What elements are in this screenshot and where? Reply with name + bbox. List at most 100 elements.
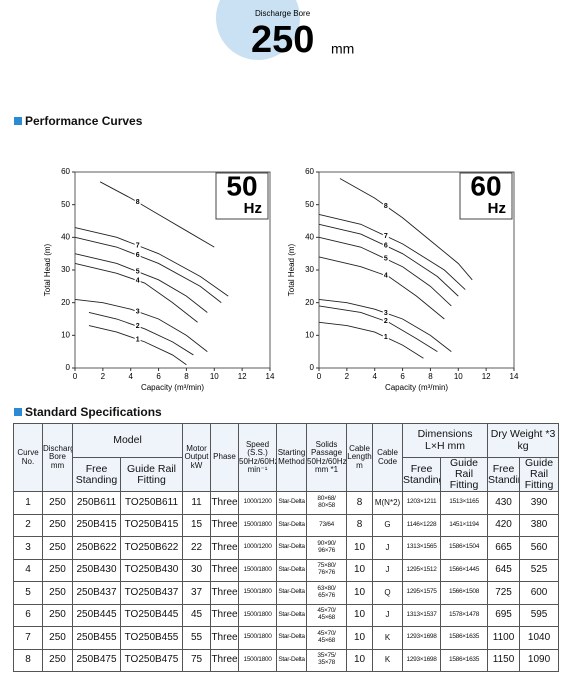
spec-cell: 645	[487, 558, 521, 583]
column-header: Model	[71, 423, 184, 458]
spec-cell: 250B475	[72, 648, 121, 673]
spec-cell: 420	[487, 513, 521, 538]
y-tick-label: 50	[305, 200, 314, 209]
spec-cell: TO250B611	[119, 491, 184, 515]
curve-label: 2	[136, 323, 140, 330]
spec-cell: J	[372, 603, 404, 628]
spec-cell: 15	[182, 513, 212, 538]
spec-row: 5 250 250B437 TO250B437 37 Three 1500/1800 Star…	[13, 581, 560, 605]
spec-cell: 5	[13, 581, 43, 605]
curve-label: 3	[384, 310, 388, 317]
header-unit: mm	[331, 41, 354, 57]
spec-cell: 10	[346, 648, 374, 673]
x-tick-label: 0	[317, 372, 322, 381]
badge-value: 50	[226, 170, 257, 201]
spec-cell: Three	[210, 536, 240, 560]
spec-cell: 2	[13, 513, 43, 538]
curve-label-bg	[382, 254, 389, 263]
spec-cell: 1586×1504	[440, 536, 489, 560]
x-tick-label: 2	[101, 372, 106, 381]
y-axis-label: Total Head (m)	[43, 243, 52, 296]
header-value: 250	[251, 19, 314, 61]
x-tick-label: 6	[400, 372, 405, 381]
spec-row: 8 250 250B475 TO250B475 75 Three 1500/1800 Star…	[13, 648, 560, 673]
spec-row: 3 250 250B622 TO250B622 22 Three 1000/1200 Star…	[13, 536, 560, 560]
curve	[318, 298, 452, 353]
spec-cell: 250	[42, 603, 73, 628]
spec-cell: 250	[42, 626, 73, 650]
top-section: Discharge Bore 250 mm 0 2 4 6 8 10 12 140102030…	[43, 0, 519, 392]
spec-cell: Three	[210, 626, 240, 650]
spec-cell: 1295×1575	[402, 581, 442, 605]
spec-cell: 1000/1200	[238, 536, 278, 560]
column-header: Motor Output kW	[182, 422, 212, 493]
curve-label: 4	[136, 277, 140, 284]
spec-cell: Three	[210, 513, 240, 538]
column-header: Dimensions L×H mm	[402, 423, 489, 458]
spec-cell: Star-Delta	[276, 626, 308, 650]
column-header: Cable Code	[372, 422, 404, 493]
curve	[99, 181, 215, 248]
curve-label: 3	[136, 308, 140, 315]
spec-cell: 250B445	[72, 603, 121, 628]
y-tick-label: 20	[61, 298, 70, 307]
spec-cell: Star-Delta	[276, 603, 308, 628]
spec-cell: 37	[182, 581, 212, 605]
x-axis-label: Capacity (m³/min)	[141, 383, 204, 392]
curve-label: 2	[384, 318, 388, 325]
spec-cell: J	[372, 558, 404, 583]
spec-cell: 8	[13, 648, 43, 673]
curve-label: 1	[136, 336, 140, 343]
spec-cell: 3	[13, 536, 43, 560]
spec-cell: 695	[487, 603, 521, 628]
badge	[459, 172, 513, 220]
spec-cell: 595	[519, 603, 560, 628]
column-header: Cable Length m	[346, 422, 374, 493]
spec-cell: 1146×1228	[402, 513, 442, 538]
x-tick-label: 8	[184, 372, 189, 381]
spec-cell: 10	[346, 603, 374, 628]
y-tick-label: 0	[66, 363, 71, 372]
curve-label: 7	[136, 242, 140, 249]
curve	[318, 256, 445, 320]
x-tick-label: 4	[372, 372, 377, 381]
spec-cell: 45	[182, 603, 212, 628]
spec-cell: 10	[346, 581, 374, 605]
curve-label: 1	[384, 334, 388, 341]
spec-cell: 1150	[487, 648, 521, 673]
curve-label-bg	[134, 198, 141, 207]
spec-cell: Star-Delta	[276, 648, 308, 673]
y-tick-label: 30	[61, 265, 70, 274]
spec-cell: 22	[182, 536, 212, 560]
spec-cell: 1293×1698	[402, 648, 442, 673]
spec-cell: 4	[13, 558, 43, 583]
spec-cell: 1090	[519, 648, 560, 673]
spec-row: 4 250 250B430 TO250B430 30 Three 1500/1800 Star…	[13, 558, 560, 583]
spec-cell: K	[372, 648, 404, 673]
column-subheader: Guide Rail Fitting	[119, 456, 184, 493]
header-subrow: Free Standing Guide Rail Fitting Free Stan…	[14, 456, 560, 493]
x-tick-label: 12	[482, 372, 491, 381]
x-tick-label: 14	[510, 372, 519, 381]
spec-cell: 1500/1800	[238, 558, 278, 583]
spec-cell: 250	[42, 491, 73, 515]
x-tick-label: 8	[428, 372, 433, 381]
spec-cell: TO250B622	[119, 536, 184, 560]
spec-cell: M(N*2)	[372, 491, 404, 515]
spec-cell: Three	[210, 581, 240, 605]
spec-cell: 1	[13, 491, 43, 515]
y-tick-label: 0	[310, 363, 315, 372]
curve-label: 7	[384, 233, 388, 240]
spec-cell: Star-Delta	[276, 581, 308, 605]
column-header: Solids Passage 50Hz/60Hz mm *1	[306, 422, 348, 493]
spec-cell: 10	[346, 626, 374, 650]
spec-cell: 11	[182, 491, 212, 515]
spec-cell: 1451×1194	[440, 513, 489, 538]
spec-cell: 75×80/ 76×76	[306, 558, 348, 583]
spec-cell: 30	[182, 558, 212, 583]
curve-label: 8	[136, 199, 140, 206]
spec-cell: 600	[519, 581, 560, 605]
spec-cell: 75	[182, 648, 212, 673]
spec-cell: 1100	[487, 626, 521, 650]
